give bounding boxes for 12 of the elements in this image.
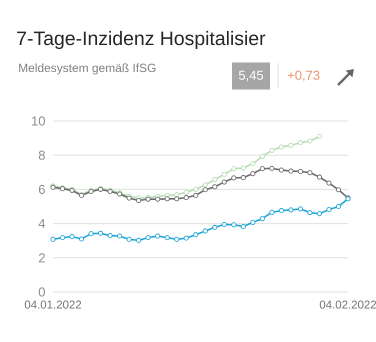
x-tick-label: 04.02.2022 (320, 300, 376, 309)
chart-subtitle: Meldesystem gemäß IfSG (19, 63, 156, 74)
y-tick-label: 0 (38, 287, 45, 297)
y-tick-label: 10 (32, 116, 45, 126)
y-tick-label: 2 (38, 253, 45, 262)
x-tick-label: 04.01.2022 (24, 300, 82, 309)
y-tick-label: 8 (38, 150, 45, 160)
chart-title: 7-Tage-Inzidenz Hospitalisier (17, 30, 266, 50)
text: +0,73 (288, 70, 320, 82)
y-tick-label: 6 (38, 184, 45, 194)
text: 5,45 (238, 70, 264, 82)
y-tick-label: 4 (38, 219, 46, 228)
